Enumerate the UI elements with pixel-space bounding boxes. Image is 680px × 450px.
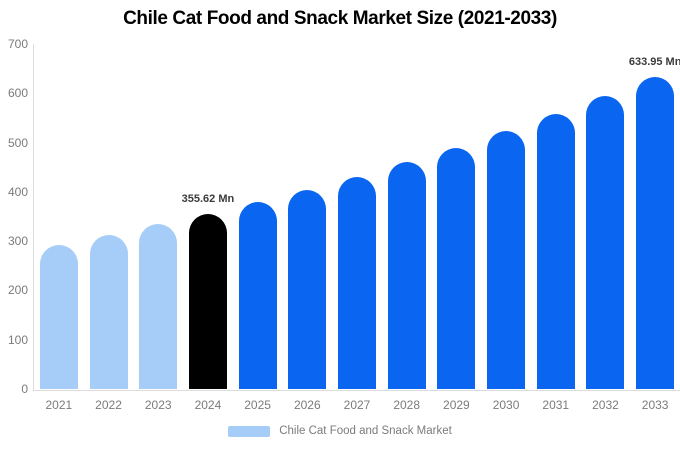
y-tick-label-100: 100 xyxy=(7,332,28,347)
y-tick-label-700: 700 xyxy=(7,37,28,51)
y-tick-label-600: 600 xyxy=(7,86,28,101)
x-axis-line xyxy=(33,390,680,391)
x-label-2027: 2027 xyxy=(343,398,371,412)
chart-title: Chile Cat Food and Snack Market Size (20… xyxy=(123,8,557,29)
x-label-2031: 2031 xyxy=(542,398,570,412)
bar-2021 xyxy=(39,244,78,389)
data-label-2033: 633.95 Mn xyxy=(628,55,680,68)
bar-2025 xyxy=(238,202,277,389)
x-label-2022: 2022 xyxy=(95,398,122,412)
x-label-2025: 2025 xyxy=(244,398,271,412)
bar-2022 xyxy=(89,234,128,389)
x-label-2023: 2023 xyxy=(144,398,172,412)
legend-label[interactable]: Chile Cat Food and Snack Market xyxy=(279,425,452,437)
legend: Chile Cat Food and Snack Market xyxy=(0,424,680,439)
x-label-2032: 2032 xyxy=(592,398,619,412)
x-label-2026: 2026 xyxy=(293,398,321,412)
bar-2031 xyxy=(536,114,575,389)
data-label-2024: 355.62 Mn xyxy=(181,192,235,205)
bar-2032 xyxy=(586,96,625,389)
y-tick-label-400: 400 xyxy=(7,184,28,199)
bar-2027 xyxy=(338,176,376,389)
y-tick-label-200: 200 xyxy=(7,283,28,298)
bar-2024 xyxy=(188,213,227,389)
x-label-2030: 2030 xyxy=(492,398,520,412)
x-label-2033: 2033 xyxy=(641,398,669,412)
legend-swatch[interactable] xyxy=(228,426,271,437)
y-tick-label-500: 500 xyxy=(7,135,28,150)
x-label-2024: 2024 xyxy=(194,398,222,412)
x-label-2021: 2021 xyxy=(45,398,73,412)
x-label-2028: 2028 xyxy=(393,398,421,412)
y-axis-line xyxy=(33,44,34,390)
y-tick-label-0: 0 xyxy=(21,382,28,396)
bar-2026 xyxy=(288,189,327,389)
bar-2023 xyxy=(139,224,178,389)
y-tick-label-300: 300 xyxy=(7,234,28,249)
bar-2029 xyxy=(437,147,476,389)
bar-2028 xyxy=(387,162,426,389)
bar-2033 xyxy=(636,76,675,389)
bar-2030 xyxy=(487,131,526,389)
x-label-2029: 2029 xyxy=(443,398,470,412)
